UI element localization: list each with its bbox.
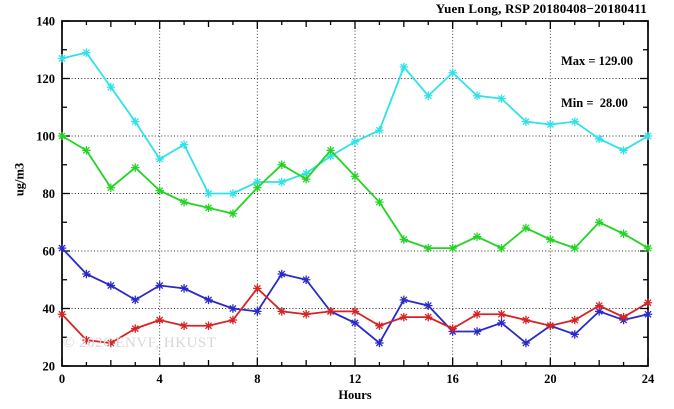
y-tick-label-60: 60 [43, 245, 56, 259]
series-markers-green [57, 131, 653, 253]
x-tick-label-8: 8 [254, 372, 260, 386]
y-tick-label-80: 80 [43, 187, 56, 201]
y-tick-label-100: 100 [36, 130, 55, 144]
legend-max-label: Max = 129.00 [561, 54, 634, 68]
x-tick-label-0: 0 [59, 372, 65, 386]
y-tick-label-140: 140 [36, 15, 55, 29]
series-markers-cyan [57, 48, 653, 198]
watermark: © 2026 ENVF, HKUST [63, 335, 217, 351]
series-markers-red [57, 284, 653, 348]
x-tick-label-4: 4 [157, 372, 164, 386]
chart-title: Yuen Long, RSP 20180408−20180411 [435, 1, 647, 16]
x-tick-label-16: 16 [446, 372, 459, 386]
y-tick-label-120: 120 [36, 72, 55, 86]
legend-box: Max = 129.00 Min = 28.00 [561, 26, 633, 138]
x-tick-label-12: 12 [349, 372, 362, 386]
x-axis-label: Hours [338, 388, 372, 402]
y-tick-label-20: 20 [43, 360, 56, 374]
x-tick-label-20: 20 [544, 372, 557, 386]
x-tick-label-24: 24 [642, 372, 655, 386]
legend-min-label: Min = 28.00 [561, 96, 628, 110]
y-axis-label: ug/m3 [12, 162, 27, 197]
y-tick-label-40: 40 [43, 302, 56, 316]
